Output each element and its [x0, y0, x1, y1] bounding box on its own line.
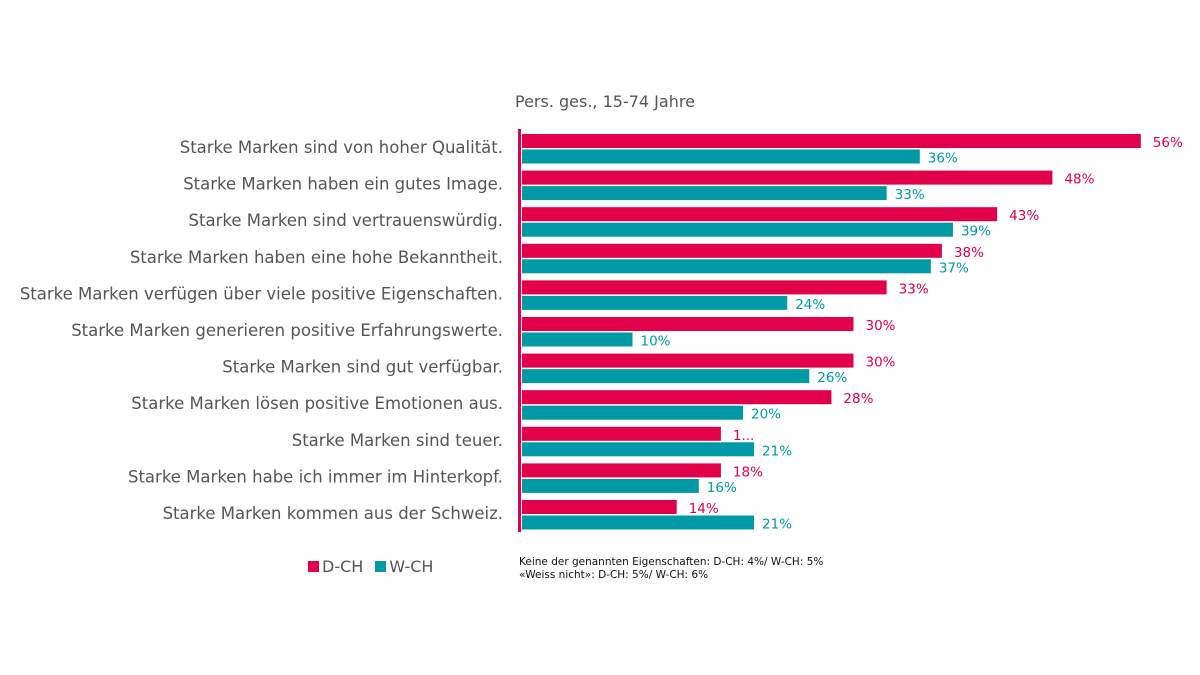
bar-d-ch [522, 207, 998, 222]
bar-w-ch [522, 405, 743, 420]
data-label-d-ch: 30% [866, 355, 896, 371]
bar-d-ch [522, 463, 721, 478]
legend-swatch-d-ch [308, 561, 319, 572]
legend-swatch-w-ch [375, 561, 387, 572]
category-label: Starke Marken verfügen über viele positi… [20, 284, 503, 303]
bar-w-ch [522, 442, 755, 457]
data-label-d-ch: 30% [866, 318, 896, 334]
data-label-d-ch: 1... [733, 428, 754, 444]
data-label-w-ch: 16% [707, 480, 737, 496]
bar-d-ch [522, 170, 1053, 185]
category-label: Starke Marken sind gut verfügbar. [222, 358, 503, 377]
data-label-w-ch: 36% [928, 151, 958, 167]
category-label: Starke Marken lösen positive Emotionen a… [131, 394, 503, 413]
legend-label-d-ch: D-CH [322, 557, 364, 576]
bar-d-ch [522, 280, 887, 295]
legend-item-w-ch: W-CH [375, 557, 433, 576]
data-label-d-ch: 33% [899, 281, 929, 297]
data-label-w-ch: 21% [762, 443, 792, 459]
bar-w-ch [522, 222, 953, 237]
category-label: Starke Marken haben eine hohe Bekannthei… [130, 248, 503, 267]
bar-w-ch [522, 369, 810, 384]
bar-d-ch [522, 426, 721, 441]
bar-d-ch [522, 500, 677, 514]
bar-d-ch [522, 243, 942, 258]
data-label-d-ch: 18% [733, 464, 763, 480]
category-label: Starke Marken sind vertrauenswürdig. [189, 211, 503, 230]
data-label-w-ch: 10% [641, 334, 671, 350]
data-label-d-ch: 43% [1009, 208, 1039, 224]
data-label-w-ch: 39% [961, 224, 991, 240]
legend-item-d-ch: D-CH [308, 557, 363, 576]
footnote-line-2: «Weiss nicht»: D-CH: 5%/ W-CH: 6% [519, 569, 709, 581]
chart-subtitle: Pers. ges., 15-74 Jahre [515, 92, 695, 111]
data-label-d-ch: 28% [843, 391, 873, 407]
bar-d-ch [522, 317, 854, 331]
data-label-w-ch: 26% [817, 370, 847, 386]
legend: D-CH W-CH [308, 557, 439, 576]
y-axis-line [518, 129, 521, 532]
category-label: Starke Marken kommen aus der Schweiz. [163, 504, 503, 523]
bar-d-ch [522, 353, 854, 368]
bar-d-ch [522, 390, 832, 405]
data-label-w-ch: 33% [895, 187, 925, 203]
bar-w-ch [522, 149, 920, 164]
bar-d-ch [522, 134, 1141, 148]
bar-w-ch [522, 259, 931, 274]
footnote-line-1: Keine der genannten Eigenschaften: D-CH:… [519, 556, 824, 568]
data-label-w-ch: 24% [795, 297, 825, 313]
data-label-w-ch: 37% [939, 260, 969, 276]
footnote: Keine der genannten Eigenschaften: D-CH:… [519, 556, 823, 582]
data-label-d-ch: 48% [1064, 172, 1094, 188]
data-label-w-ch: 20% [751, 407, 781, 423]
bar-w-ch [522, 186, 887, 201]
bar-w-ch [522, 295, 788, 310]
data-label-d-ch: 38% [954, 245, 984, 261]
data-label-d-ch: 56% [1153, 135, 1183, 151]
category-label: Starke Marken habe ich immer im Hinterko… [128, 467, 503, 486]
bar-w-ch [522, 332, 633, 347]
category-label: Starke Marken sind teuer. [292, 431, 503, 450]
data-label-d-ch: 14% [689, 501, 719, 517]
bar-w-ch [522, 478, 699, 493]
data-label-w-ch: 21% [762, 517, 792, 533]
legend-label-w-ch: W-CH [389, 557, 434, 576]
bar-w-ch [522, 515, 755, 530]
category-label: Starke Marken sind von hoher Qualität. [180, 138, 503, 157]
category-label: Starke Marken haben ein gutes Image. [183, 175, 503, 194]
category-label: Starke Marken generieren positive Erfahr… [71, 321, 503, 340]
